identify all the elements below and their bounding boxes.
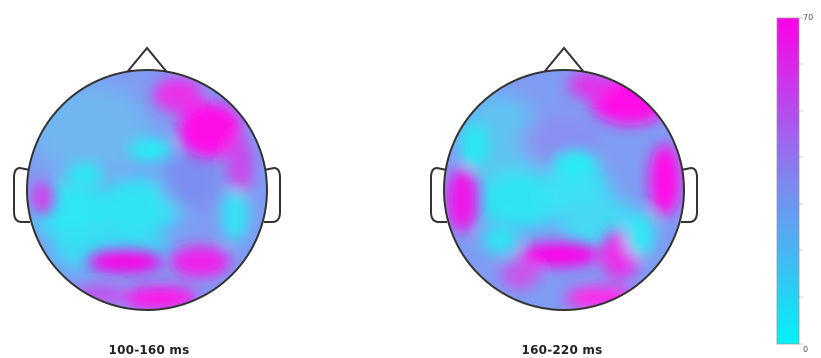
right-ear-icon: [680, 166, 698, 223]
nose-icon: [125, 46, 169, 72]
head-outline-2: [443, 69, 685, 311]
colorbar-gradient: [776, 17, 800, 345]
head-outline-1: [26, 69, 268, 311]
map-label-100-160: 100-160 ms: [108, 343, 190, 357]
scalp-map-1: [27, 70, 267, 310]
colorbar-min-label: 0: [803, 345, 809, 354]
colorbar-max-label: 70: [803, 13, 814, 22]
colorbar-ticks: [799, 17, 803, 345]
scalp-map-2: [444, 70, 684, 310]
colorbar: [776, 17, 803, 345]
left-ear-icon: [430, 166, 448, 223]
nose-icon: [542, 46, 586, 72]
head-map-160-220: [430, 46, 698, 311]
left-ear-icon: [13, 166, 31, 223]
head-map-100-160: [13, 46, 281, 311]
map-label-160-220: 160-220 ms: [521, 343, 603, 357]
right-ear-icon: [263, 166, 281, 223]
